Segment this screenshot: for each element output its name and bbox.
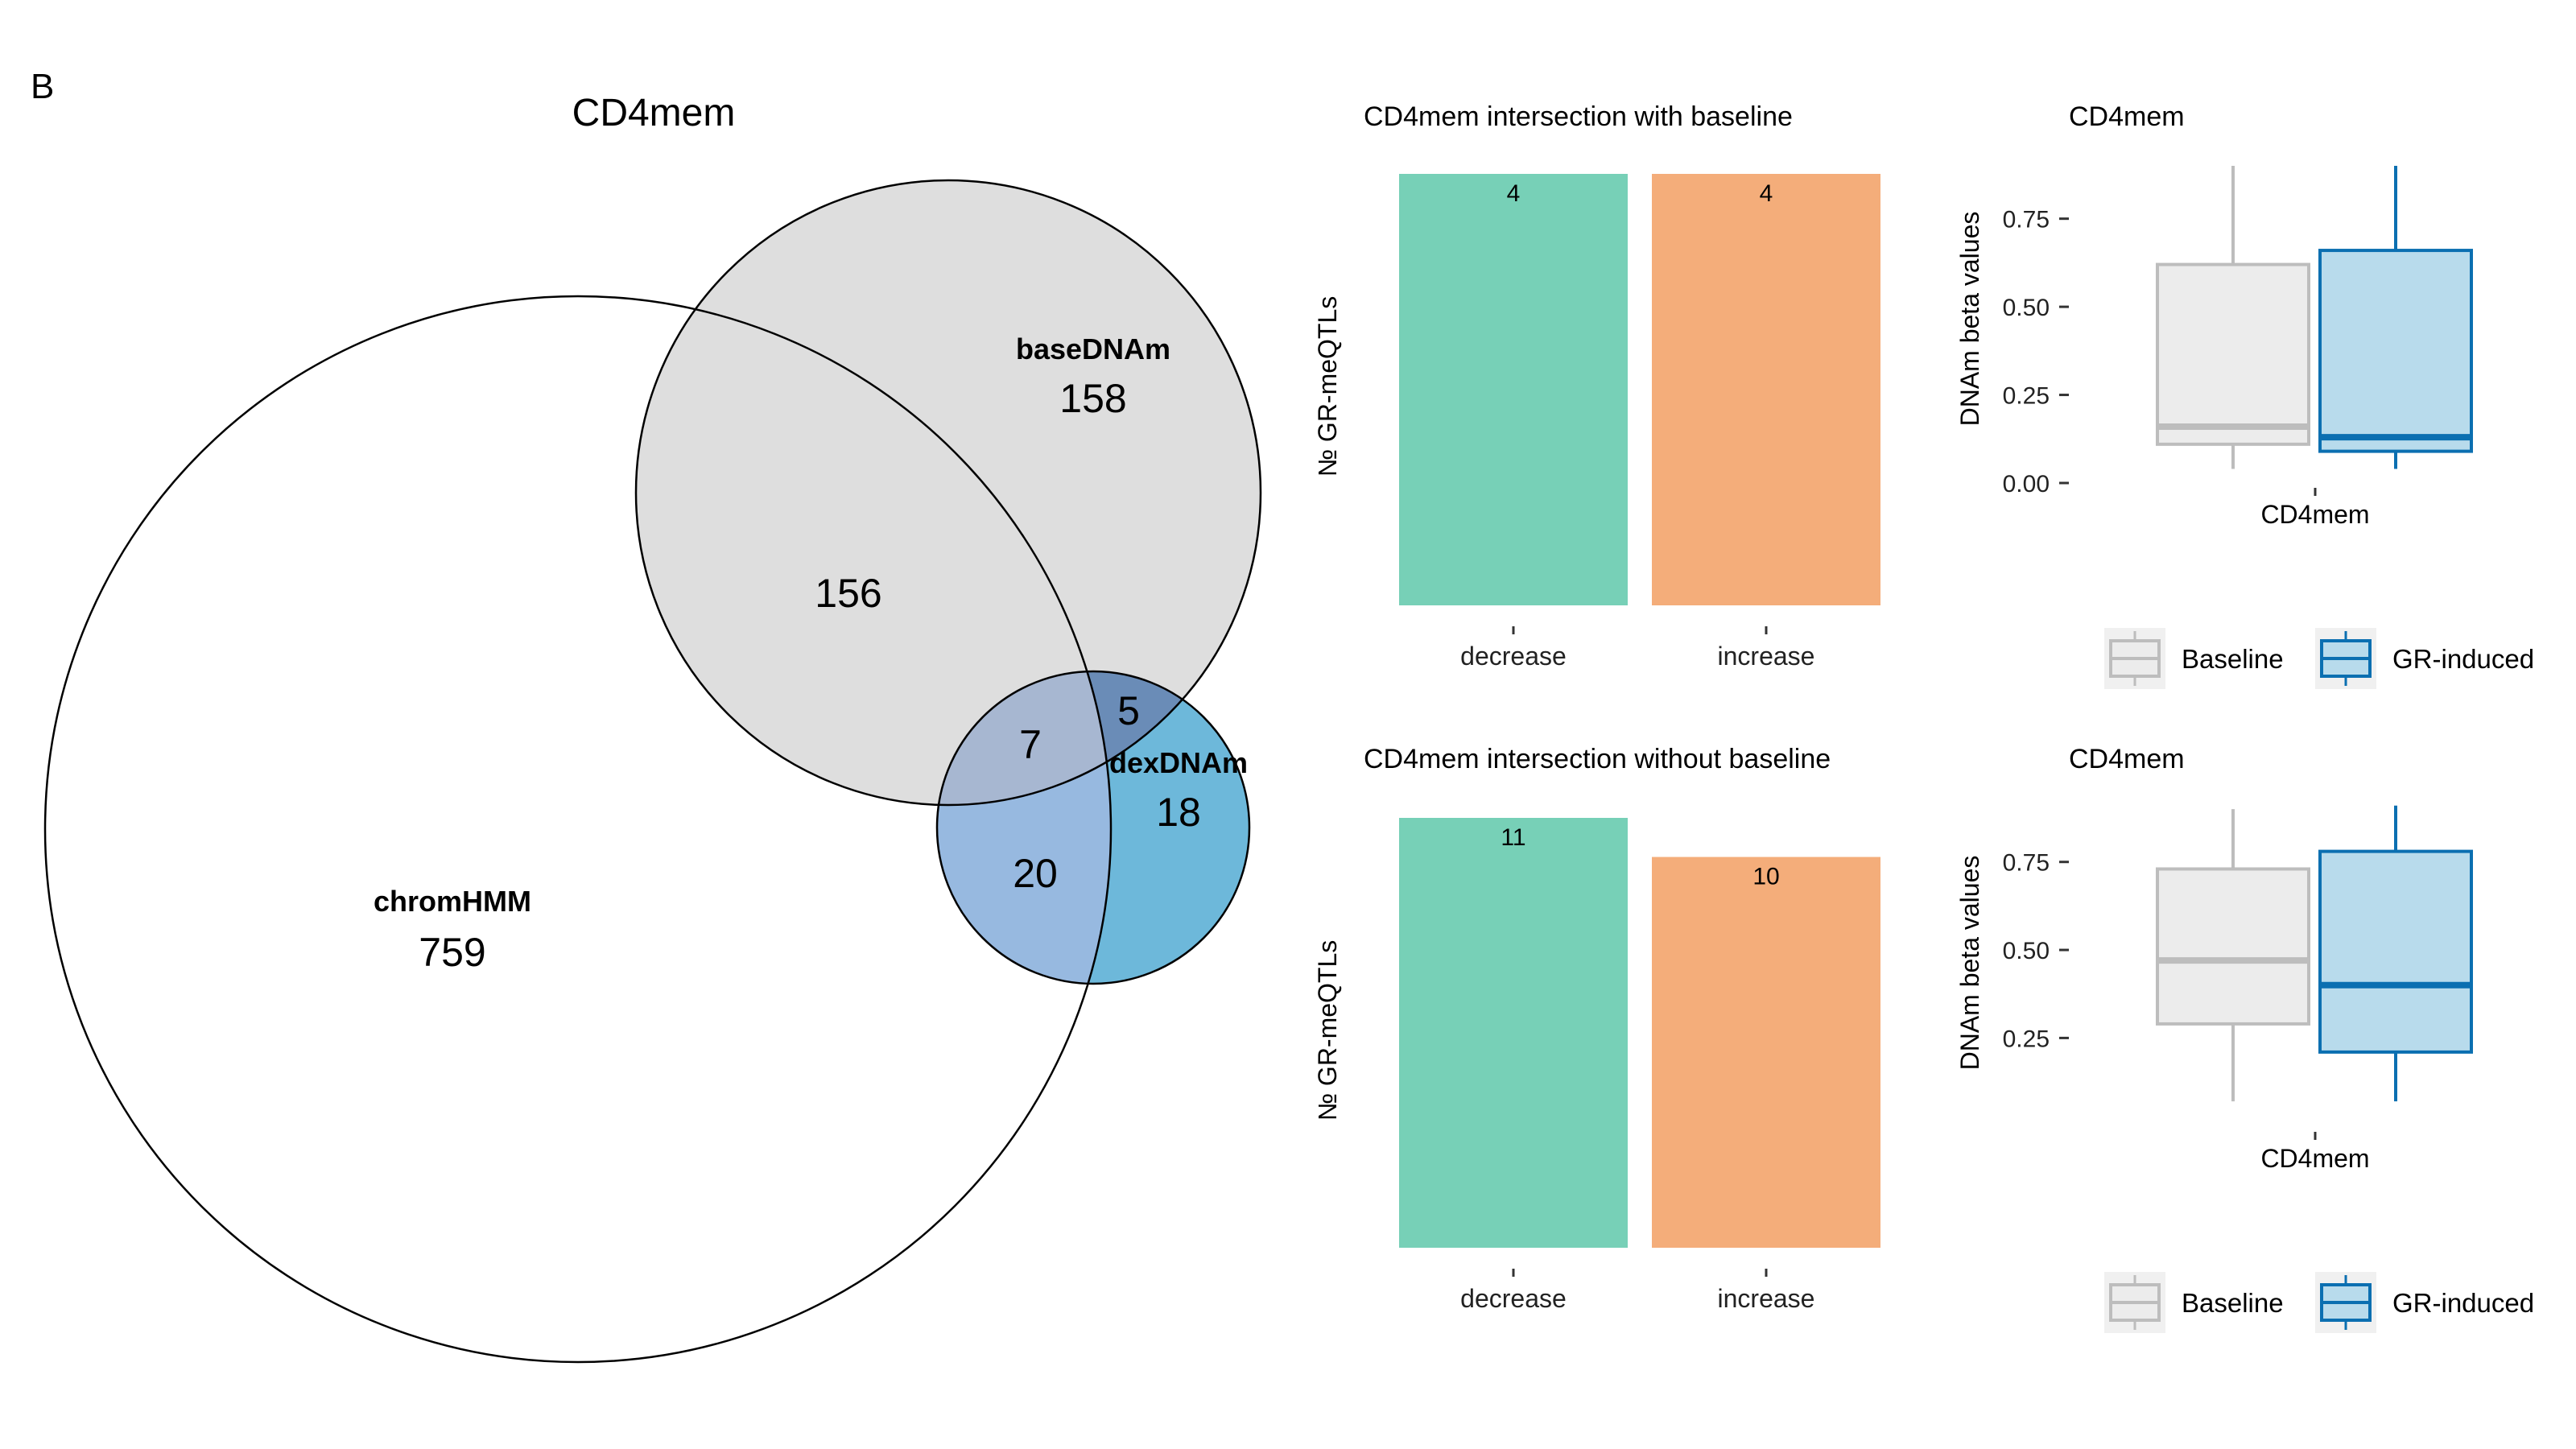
venn-diagram: CD4mem chromHMM 759 baseDNAm 158 dexDNAm… [43, 92, 1262, 1364]
bar-decrease [1399, 818, 1628, 1248]
x-tick-label: decrease [1460, 1284, 1567, 1313]
bar-x-axis: decrease increase [1460, 626, 1814, 671]
boxplot-marks [2156, 805, 2473, 1102]
box-GR-induced [2318, 849, 2473, 1054]
bar-marks: 11 10 [1399, 818, 1880, 1248]
bar-value-label: 10 [1752, 864, 1779, 890]
x-tick-label: increase [1718, 1284, 1815, 1313]
boxplot-ylabel: DNAm beta values [1955, 212, 1984, 427]
bar-value-label: 4 [1507, 180, 1521, 207]
boxplot-with-baseline: CD4mem DNAm beta values CD4mem 0.000.250… [1955, 101, 2534, 689]
box-GR-induced [2318, 249, 2473, 453]
y-tick-label: 0.50 [2003, 295, 2050, 321]
bar-chart-ylabel: № GR-meQTLs [1313, 940, 1342, 1121]
y-tick-label: 0.25 [2003, 1026, 2050, 1052]
y-tick-label: 0.75 [2003, 207, 2050, 233]
y-tick-label: 0.75 [2003, 850, 2050, 877]
venn-title: CD4mem [572, 92, 736, 134]
panel-label: B [31, 67, 54, 106]
y-tick-label: 0.00 [2003, 471, 2050, 497]
venn-label-basednam: baseDNAm [1016, 332, 1170, 365]
venn-outline-basednam [634, 179, 1262, 807]
venn-count-dexdnam: 18 [1156, 790, 1201, 835]
bar-chart-ylabel: № GR-meQTLs [1313, 296, 1342, 477]
legend-label: Baseline [2182, 644, 2284, 674]
boxplot-without-baseline: CD4mem DNAm beta values CD4mem 0.250.500… [1955, 744, 2534, 1333]
bar-value-label: 11 [1501, 824, 1525, 851]
boxplot-legend: Baseline GR-induced [2104, 1272, 2534, 1333]
venn-label-dexdnam: dexDNAm [1109, 746, 1248, 779]
boxplot-y-axis: 0.25 0.50 0.75 [2003, 850, 2069, 1052]
bar-x-axis: decrease increase [1460, 1269, 1814, 1313]
venn-count-chromhmm-basednam: 156 [815, 571, 881, 616]
legend-label: GR-induced [2392, 644, 2534, 674]
bar-increase [1652, 174, 1880, 605]
y-tick-label: 0.25 [2003, 383, 2050, 410]
bar-chart-title: CD4mem intersection with baseline [1364, 101, 1793, 132]
boxplot-xlabel: CD4mem [2260, 1144, 2369, 1173]
boxplot-ylabel: DNAm beta values [1955, 856, 1984, 1071]
bar-chart-title: CD4mem intersection without baseline [1364, 744, 1831, 774]
bar-increase [1652, 857, 1880, 1248]
boxplot-legend: Baseline GR-induced [2104, 628, 2534, 689]
bar-decrease [1399, 174, 1628, 605]
boxplot-marks [2156, 166, 2473, 469]
bar-chart-with-baseline: CD4mem intersection with baseline № GR-m… [1313, 101, 1880, 671]
boxplot-title: CD4mem [2069, 101, 2185, 132]
box-Baseline [2156, 262, 2310, 446]
venn-label-chromhmm: chromHMM [374, 885, 531, 918]
y-tick-label: 0.50 [2003, 938, 2050, 964]
bar-chart-without-baseline: CD4mem intersection without baseline № G… [1313, 744, 1880, 1313]
venn-count-chromhmm-dexdnam: 20 [1013, 851, 1058, 896]
box-Baseline [2156, 867, 2310, 1026]
boxplot-title: CD4mem [2069, 744, 2185, 774]
bar-value-label: 4 [1760, 180, 1773, 207]
venn-outline-dexdnam [935, 670, 1251, 985]
venn-outline-chromhmm [43, 295, 1113, 1364]
boxplot-y-axis: 0.00 0.25 0.50 0.75 [2003, 207, 2069, 497]
venn-count-basednam-dexdnam: 5 [1117, 688, 1140, 733]
x-tick-label: increase [1718, 642, 1815, 671]
venn-count-chromhmm: 759 [419, 930, 485, 975]
venn-count-all-three: 7 [1019, 722, 1042, 767]
legend-label: GR-induced [2392, 1288, 2534, 1318]
x-tick-label: decrease [1460, 642, 1567, 671]
venn-set-basednam [636, 180, 1261, 805]
legend-label: Baseline [2182, 1288, 2284, 1318]
venn-count-basednam: 158 [1059, 376, 1126, 421]
boxplot-xlabel: CD4mem [2260, 500, 2369, 529]
